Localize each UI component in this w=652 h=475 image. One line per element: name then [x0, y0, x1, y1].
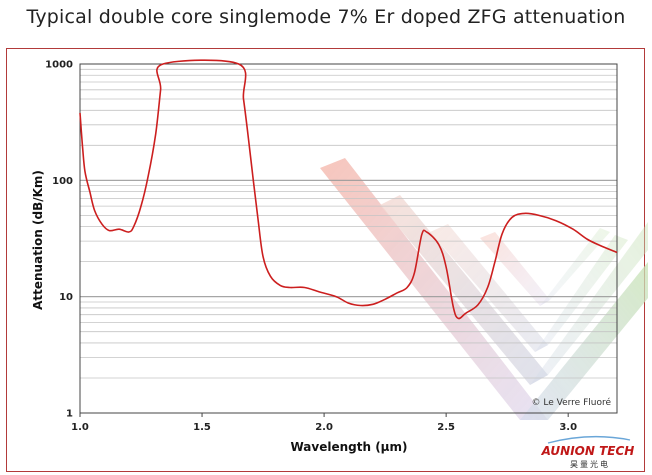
y-tick-label: 1	[66, 409, 73, 420]
x-tick-label: 2.0	[315, 422, 333, 433]
plot-area-border	[79, 63, 618, 414]
x-tick-label: 1.5	[193, 422, 211, 433]
y-tick-label: 100	[52, 176, 73, 187]
brand-subtitle: 昊量光电	[570, 459, 610, 469]
x-tick-label: 1.0	[71, 422, 89, 433]
y-tick-label: 10	[59, 292, 73, 303]
series-line	[79, 59, 618, 320]
x-tick-label: 2.5	[437, 422, 455, 433]
y-tick-labels: 1 10 100 1000	[45, 60, 73, 420]
x-axis-label: Wavelength (µm)	[290, 440, 407, 454]
x-tick-label: 3.0	[559, 422, 577, 433]
grid-lines	[80, 63, 617, 414]
y-axis-label: Attenuation (dB/Km)	[31, 170, 45, 310]
chart-title: Typical double core singlemode 7% Er dop…	[26, 6, 626, 28]
y-tick-label: 1000	[45, 60, 73, 71]
chart-frame	[6, 48, 645, 472]
chevron-watermark	[320, 158, 648, 420]
brand-logo: AUNION TECH 昊量光电	[541, 435, 635, 469]
brand-name: AUNION TECH	[541, 444, 635, 458]
copyright-credit: © Le Verre Fluoré	[532, 397, 612, 408]
x-tick-labels: 1.0 1.5 2.0 2.5 3.0	[71, 413, 577, 433]
